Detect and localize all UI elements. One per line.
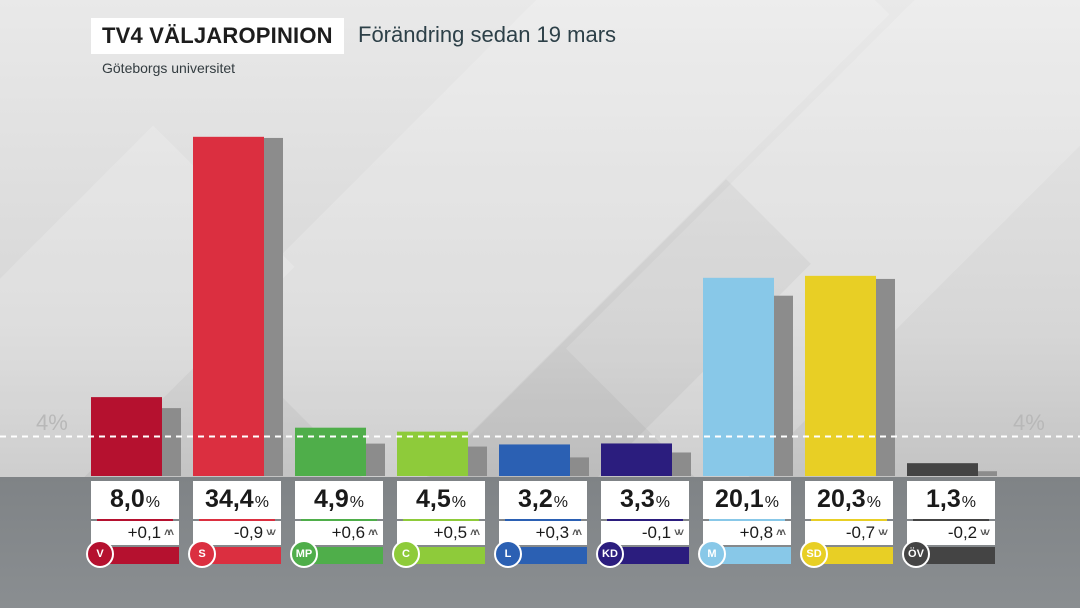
change-label: +0,8: [739, 523, 774, 542]
party-underline: [97, 519, 173, 521]
value-label: 1,3: [926, 485, 961, 513]
threshold-label-right: 4%: [1013, 410, 1045, 435]
party-underline: [301, 519, 377, 521]
change-box: +0,1 ˄˄: [91, 521, 179, 545]
percent-unit: %: [655, 494, 670, 511]
change-label: -0,2: [947, 523, 978, 542]
value-box: 20,1%: [703, 481, 791, 519]
value-box: 1,3%: [907, 481, 995, 519]
value-box: 3,3%: [601, 481, 689, 519]
value-box: 8,0%: [91, 481, 179, 519]
percent-unit: %: [254, 494, 269, 511]
bar-m: [703, 277, 774, 476]
bar-s: [193, 136, 264, 477]
percent-unit: %: [451, 494, 466, 511]
double-chevron-up-icon: ˄˄: [572, 527, 582, 539]
change-label: +0,6: [331, 523, 366, 542]
party-card-öv: 1,3% -0,2 ˅˅: [907, 481, 995, 564]
party-badge-v: V: [86, 540, 114, 568]
value-label: 4,9: [314, 485, 349, 513]
change-label: +0,3: [535, 523, 570, 542]
change-label: -0,7: [845, 523, 876, 542]
party-card-v: 8,0% +0,1 ˄˄: [91, 481, 179, 564]
party-color-band: [915, 547, 995, 564]
threshold-label-left: 4%: [36, 410, 68, 435]
percent-unit: %: [866, 494, 881, 511]
party-underline: [403, 519, 479, 521]
change-box: +0,3 ˄˄: [499, 521, 587, 545]
party-underline: [709, 519, 785, 521]
value-label: 3,3: [620, 485, 655, 513]
party-underline: [505, 519, 581, 521]
double-chevron-up-icon: ˄˄: [368, 527, 378, 539]
change-label: -0,1: [641, 523, 672, 542]
percent-unit: %: [764, 494, 779, 511]
bar-mp: [295, 427, 366, 476]
party-card-mp: 4,9% +0,6 ˄˄: [295, 481, 383, 564]
party-card-l: 3,2% +0,3 ˄˄: [499, 481, 587, 564]
party-badge-öv: ÖV: [902, 540, 930, 568]
bar-l: [499, 444, 570, 476]
party-color-band: [711, 547, 791, 564]
party-color-band: [405, 547, 485, 564]
double-chevron-down-icon: ˅˅: [980, 527, 990, 539]
party-badge-l: L: [494, 540, 522, 568]
party-badge-mp: MP: [290, 540, 318, 568]
source-label: Göteborgs universitet: [102, 60, 236, 76]
bar-c: [397, 431, 468, 476]
party-underline: [199, 519, 275, 521]
party-badge-c: C: [392, 540, 420, 568]
double-chevron-up-icon: ˄˄: [776, 527, 786, 539]
value-box: 4,9%: [295, 481, 383, 519]
bar-sd: [805, 275, 876, 476]
double-chevron-up-icon: ˄˄: [470, 527, 480, 539]
party-underline: [811, 519, 887, 521]
percent-unit: %: [349, 494, 364, 511]
chart-subtitle: Förändring sedan 19 mars: [358, 22, 617, 47]
bar-kd: [601, 443, 672, 476]
double-chevron-down-icon: ˅˅: [266, 527, 276, 539]
change-box: +0,8 ˄˄: [703, 521, 791, 545]
party-color-band: [303, 547, 383, 564]
percent-unit: %: [145, 494, 160, 511]
party-color-band: [813, 547, 893, 564]
change-label: +0,5: [433, 523, 468, 542]
value-label: 3,2: [518, 485, 553, 513]
value-box: 20,3%: [805, 481, 893, 519]
party-underline: [607, 519, 683, 521]
value-box: 34,4%: [193, 481, 281, 519]
change-label: +0,1: [127, 523, 162, 542]
change-label: -0,9: [233, 523, 264, 542]
party-color-band: [99, 547, 179, 564]
party-underline: [913, 519, 989, 521]
value-label: 34,4: [205, 485, 254, 513]
party-color-band: [609, 547, 689, 564]
bar-öv: [907, 463, 978, 476]
party-badge-kd: KD: [596, 540, 624, 568]
percent-unit: %: [553, 494, 568, 511]
party-color-band: [507, 547, 587, 564]
value-label: 8,0: [110, 485, 145, 513]
party-color-band: [201, 547, 281, 564]
party-badge-m: M: [698, 540, 726, 568]
value-label: 20,3: [817, 485, 866, 513]
party-badge-s: S: [188, 540, 216, 568]
party-badge-sd: SD: [800, 540, 828, 568]
value-box: 3,2%: [499, 481, 587, 519]
chart-title: TV4 VÄLJAROPINION: [91, 18, 344, 54]
double-chevron-up-icon: ˄˄: [164, 527, 174, 539]
value-label: 20,1: [715, 485, 764, 513]
party-card-m: 20,1% +0,8 ˄˄: [703, 481, 791, 564]
party-card-s: 34,4% -0,9 ˅˅: [193, 481, 281, 564]
party-card-c: 4,5% +0,5 ˄˄: [397, 481, 485, 564]
value-label: 4,5: [416, 485, 451, 513]
percent-unit: %: [961, 494, 976, 511]
value-box: 4,5%: [397, 481, 485, 519]
double-chevron-down-icon: ˅˅: [674, 527, 684, 539]
party-card-sd: 20,3% -0,7 ˅˅: [805, 481, 893, 564]
double-chevron-down-icon: ˅˅: [878, 527, 888, 539]
